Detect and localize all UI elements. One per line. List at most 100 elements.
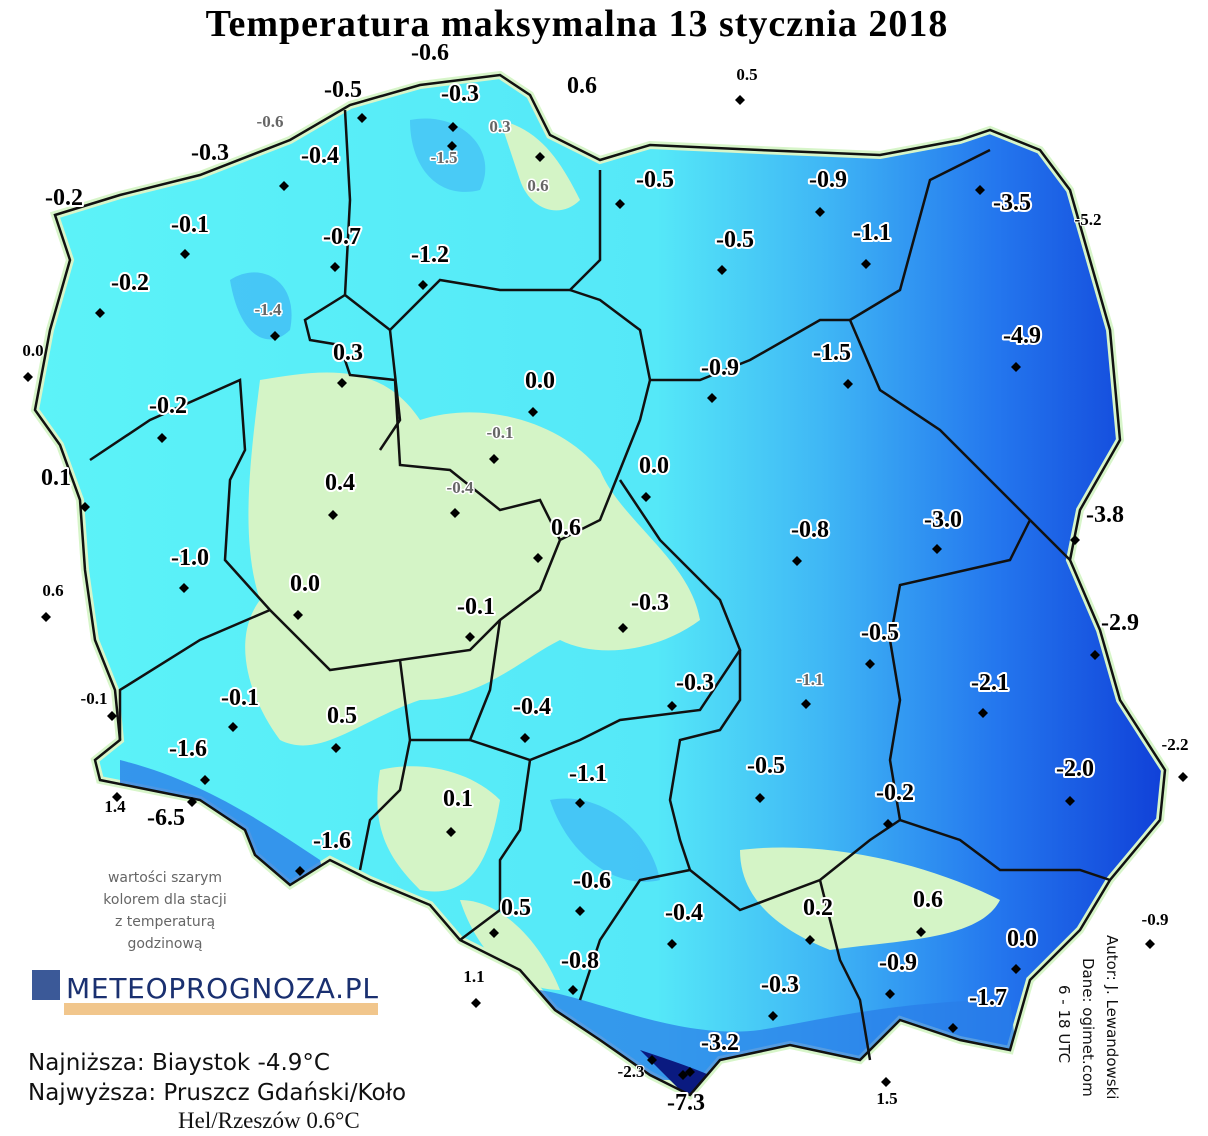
- note-line: z temperaturą: [115, 914, 215, 930]
- station-marker: [916, 927, 926, 937]
- credit-line: Dane: ogimet.com: [1079, 958, 1097, 1097]
- station-temperature: 1.4: [104, 797, 126, 816]
- station-temperature: -0.9: [809, 167, 847, 193]
- station-temperature: -5.2: [1075, 210, 1102, 229]
- station-marker: [978, 708, 988, 718]
- station-temperature: -0.8: [791, 517, 829, 543]
- station-marker: [187, 797, 197, 807]
- station-marker: [357, 113, 367, 123]
- station-marker: [41, 612, 51, 622]
- station-temperature: 0.5: [736, 65, 757, 84]
- station-marker: [792, 556, 802, 566]
- station-marker: [667, 701, 677, 711]
- station-temperature: -0.9: [879, 950, 917, 976]
- station-temperature: 0.1: [443, 786, 473, 812]
- station-marker: [533, 553, 543, 563]
- credit-line: 6 - 18 UTC: [1055, 985, 1073, 1063]
- station-temperature: -0.5: [716, 227, 754, 253]
- station-temperature: -1.1: [569, 761, 607, 787]
- station-temperature: -3.0: [924, 507, 962, 533]
- station-marker: [95, 308, 105, 318]
- station-marker: [575, 798, 585, 808]
- station-temperature: 1.1: [463, 967, 484, 986]
- station-temperature: 0.6: [527, 176, 548, 195]
- station-marker: [1178, 772, 1188, 782]
- extreme-line: Hel/Rzeszów 0.6°C: [178, 1108, 360, 1133]
- station-temperature: -0.5: [636, 167, 674, 193]
- station-temperature: -2.9: [1101, 610, 1139, 636]
- station-temperature: -1.5: [813, 340, 851, 366]
- station-temperature: -0.6: [257, 112, 284, 131]
- region-borders: [89, 109, 1111, 1061]
- station-marker: [112, 792, 122, 802]
- extremes: Najniższa: Biaystok -4.9°C Najwyższa: Pr…: [28, 1050, 406, 1133]
- station-marker: [520, 733, 530, 743]
- station-temperature: 0.1: [41, 465, 71, 491]
- station-temperature: -0.4: [447, 478, 474, 497]
- station-temperature: -0.2: [149, 393, 187, 419]
- station-temperature: 0.0: [290, 571, 320, 597]
- station-temperature: -1.1: [797, 670, 824, 689]
- station-temperature: -0.9: [701, 355, 739, 381]
- station-marker: [615, 199, 625, 209]
- station-temperature: -0.4: [513, 694, 551, 720]
- station-temperature: -0.2: [111, 270, 149, 296]
- station-temperature: -0.3: [761, 972, 799, 998]
- station-temperature: -1.1: [853, 220, 891, 246]
- station-marker: [815, 207, 825, 217]
- station-marker: [328, 510, 338, 520]
- station-temperature: -0.5: [747, 753, 785, 779]
- station-marker: [418, 280, 428, 290]
- station-temperature: 0.6: [551, 515, 581, 541]
- logo-bar: [64, 1003, 378, 1015]
- station-marker: [228, 722, 238, 732]
- station-temperature: -2.1: [971, 670, 1009, 696]
- station-temperature: -0.9: [1142, 910, 1169, 929]
- station-marker: [1090, 650, 1100, 660]
- station-temperature: -0.5: [324, 77, 362, 103]
- station-temperature: -1.6: [313, 828, 351, 854]
- station-marker: [535, 152, 545, 162]
- country-border: [33, 73, 1167, 1097]
- station-temperature: -3.2: [701, 1030, 739, 1056]
- station-temperature: -0.6: [573, 868, 611, 894]
- station-marker: [1065, 796, 1075, 806]
- credit-line: Autor: J. Lewandowski: [1103, 935, 1121, 1099]
- station-temperature: -7.3: [667, 1090, 705, 1116]
- station-marker: [23, 372, 33, 382]
- station-marker: [331, 743, 341, 753]
- station-temperature: -0.5: [861, 620, 899, 646]
- facebook-icon: [32, 970, 60, 1000]
- station-temperature: -1.7: [969, 985, 1007, 1011]
- station-marker: [179, 583, 189, 593]
- station-temperature: -0.3: [191, 140, 229, 166]
- station-temperature: -0.6: [411, 40, 449, 66]
- station-marker: [575, 906, 585, 916]
- station-temperature: 1.5: [876, 1089, 897, 1108]
- station-temperature: 0.2: [803, 895, 833, 921]
- station-temperature: 0.6: [913, 887, 943, 913]
- station-temperature: -0.3: [676, 670, 714, 696]
- station-marker: [768, 1011, 778, 1021]
- station-temperature: 0.0: [22, 341, 43, 360]
- station-temperature: 0.0: [639, 453, 669, 479]
- station-temperature: -0.1: [81, 689, 108, 708]
- station-temperature: -0.1: [457, 594, 495, 620]
- station-marker: [735, 95, 745, 105]
- station-marker: [448, 122, 458, 132]
- credits: Autor: J. Lewandowski Dane: ogimet.com 6…: [1055, 935, 1121, 1099]
- station-marker: [805, 935, 815, 945]
- station-marker: [861, 259, 871, 269]
- station-marker: [707, 393, 717, 403]
- station-marker: [80, 502, 90, 512]
- station-marker: [885, 989, 895, 999]
- note-line: godzinową: [127, 936, 202, 952]
- station-marker: [295, 866, 305, 876]
- station-temperature: -0.7: [323, 224, 361, 250]
- station-temperature: -2.0: [1056, 756, 1094, 782]
- station-temperature: 0.4: [325, 470, 355, 496]
- station-temperature: 0.6: [567, 73, 597, 99]
- station-marker: [471, 998, 481, 1008]
- station-marker: [279, 181, 289, 191]
- station-marker: [881, 1077, 891, 1087]
